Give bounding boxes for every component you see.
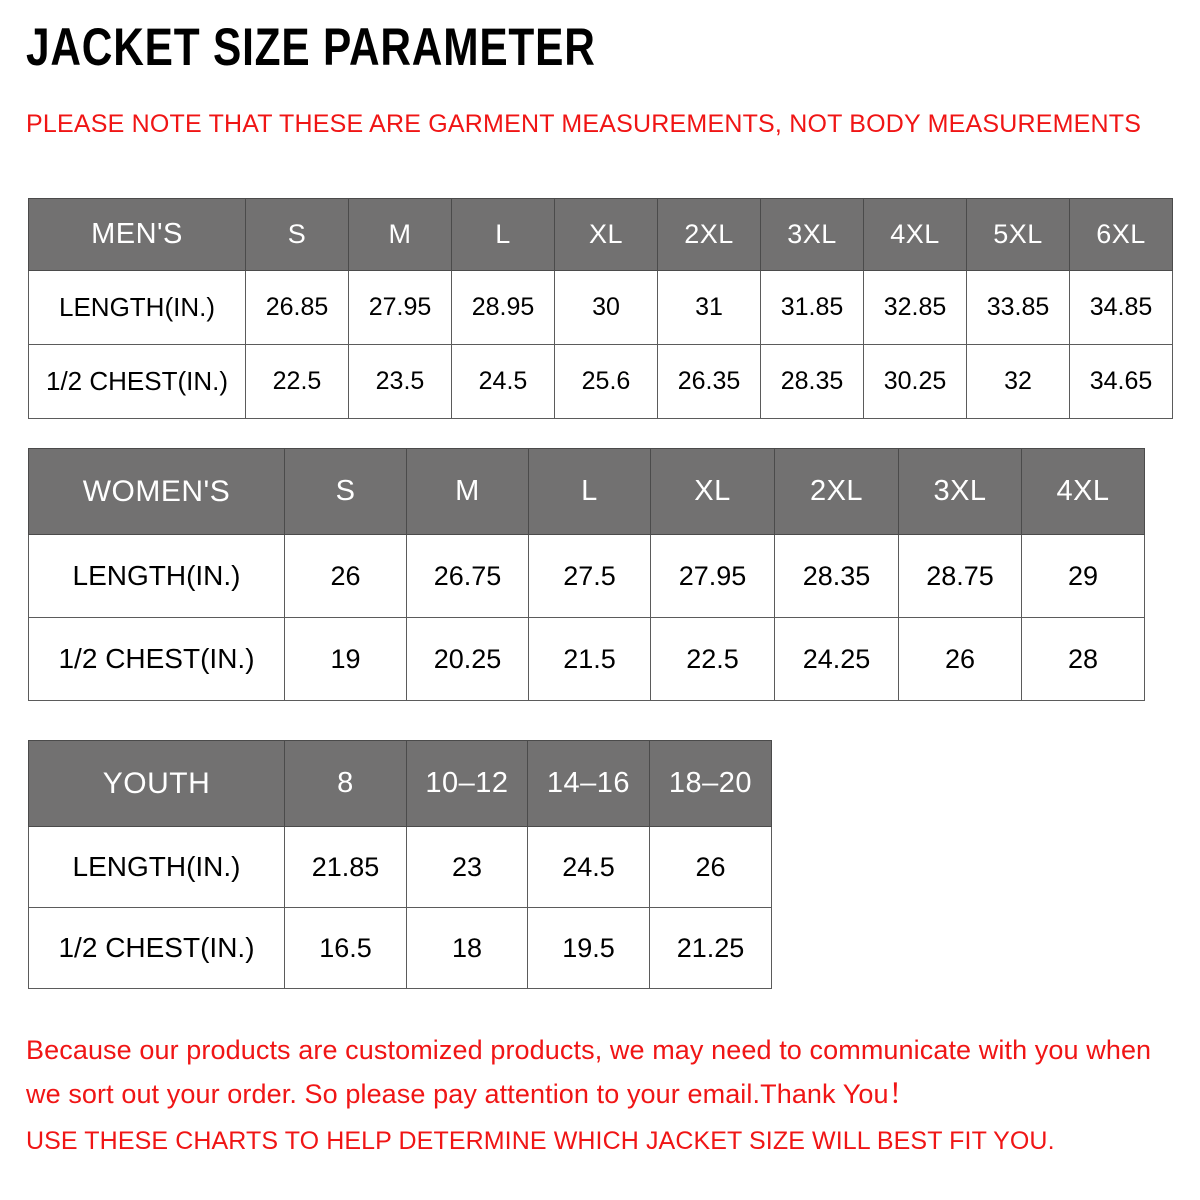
youth-size-header-18-20: 18–20 — [649, 740, 772, 827]
womens-length-label: LENGTH(IN.) — [28, 534, 285, 618]
womens-size-header-2xl: 2XL — [774, 448, 899, 535]
mens-length-3xl: 31.85 — [760, 270, 864, 345]
mens-chest-label: 1/2 CHEST(IN.) — [28, 344, 246, 419]
womens-size-header-m: M — [406, 448, 529, 535]
mens-size-header-4xl: 4XL — [863, 198, 967, 271]
youth-size-header-14-16: 14–16 — [527, 740, 650, 827]
mens-size-header-2xl: 2XL — [657, 198, 761, 271]
womens-length-m: 26.75 — [406, 534, 529, 618]
mens-length-2xl: 31 — [657, 270, 761, 345]
womens-chest-l: 21.5 — [528, 617, 651, 701]
youth-size-header-8: 8 — [284, 740, 407, 827]
mens-corner-label: MEN'S — [28, 198, 246, 271]
womens-chest-xl: 22.5 — [650, 617, 775, 701]
womens-size-header-xl: XL — [650, 448, 775, 535]
mens-chest-4xl: 30.25 — [863, 344, 967, 419]
womens-length-l: 27.5 — [528, 534, 651, 618]
mens-size-header-s: S — [245, 198, 349, 271]
womens-size-header-4xl: 4XL — [1021, 448, 1145, 535]
womens-length-xl: 27.95 — [650, 534, 775, 618]
mens-chest-xl: 25.6 — [554, 344, 658, 419]
table-header-row: MEN'S S M L XL 2XL 3XL 4XL 5XL 6XL — [28, 198, 1173, 271]
mens-length-xl: 30 — [554, 270, 658, 345]
womens-length-4xl: 29 — [1021, 534, 1145, 618]
womens-size-header-s: S — [284, 448, 407, 535]
mens-length-m: 27.95 — [348, 270, 452, 345]
womens-chest-m: 20.25 — [406, 617, 529, 701]
youth-chest-18-20: 21.25 — [649, 907, 772, 989]
mens-chest-2xl: 26.35 — [657, 344, 761, 419]
womens-chest-4xl: 28 — [1021, 617, 1145, 701]
table-header-row: YOUTH 8 10–12 14–16 18–20 — [28, 740, 772, 827]
youth-length-14-16: 24.5 — [527, 826, 650, 908]
table-row: 1/2 CHEST(IN.) 22.5 23.5 24.5 25.6 26.35… — [28, 344, 1173, 419]
mens-length-l: 28.95 — [451, 270, 555, 345]
mens-length-6xl: 34.85 — [1069, 270, 1173, 345]
mens-size-header-3xl: 3XL — [760, 198, 864, 271]
youth-length-18-20: 26 — [649, 826, 772, 908]
table-row: 1/2 CHEST(IN.) 16.5 18 19.5 21.25 — [28, 907, 772, 989]
youth-size-header-10-12: 10–12 — [406, 740, 528, 827]
mens-length-4xl: 32.85 — [863, 270, 967, 345]
mens-chest-s: 22.5 — [245, 344, 349, 419]
womens-size-header-3xl: 3XL — [898, 448, 1022, 535]
womens-chest-3xl: 26 — [898, 617, 1022, 701]
youth-corner-label: YOUTH — [28, 740, 285, 827]
womens-chest-label: 1/2 CHEST(IN.) — [28, 617, 285, 701]
youth-length-label: LENGTH(IN.) — [28, 826, 285, 908]
table-header-row: WOMEN'S S M L XL 2XL 3XL 4XL — [28, 448, 1145, 535]
mens-size-header-5xl: 5XL — [966, 198, 1070, 271]
womens-chest-s: 19 — [284, 617, 407, 701]
womens-size-table: WOMEN'S S M L XL 2XL 3XL 4XL LENGTH(IN.)… — [28, 448, 1145, 701]
youth-chest-14-16: 19.5 — [527, 907, 650, 989]
youth-length-10-12: 23 — [406, 826, 528, 908]
garment-measurement-notice: PLEASE NOTE THAT THESE ARE GARMENT MEASU… — [26, 110, 1142, 138]
page-title: JACKET SIZE PARAMETER — [26, 18, 596, 77]
womens-corner-label: WOMEN'S — [28, 448, 285, 535]
womens-chest-2xl: 24.25 — [774, 617, 899, 701]
table-row: LENGTH(IN.) 21.85 23 24.5 26 — [28, 826, 772, 908]
mens-size-header-m: M — [348, 198, 452, 271]
mens-size-header-6xl: 6XL — [1069, 198, 1173, 271]
youth-chest-10-12: 18 — [406, 907, 528, 989]
womens-size-header-l: L — [528, 448, 651, 535]
youth-chest-label: 1/2 CHEST(IN.) — [28, 907, 285, 989]
womens-length-s: 26 — [284, 534, 407, 618]
customization-note: Because our products are customized prod… — [26, 1035, 1152, 1109]
chart-usage-note: USE THESE CHARTS TO HELP DETERMINE WHICH… — [26, 1127, 1055, 1155]
mens-chest-5xl: 32 — [966, 344, 1070, 419]
table-row: LENGTH(IN.) 26.85 27.95 28.95 30 31 31.8… — [28, 270, 1173, 345]
mens-size-table: MEN'S S M L XL 2XL 3XL 4XL 5XL 6XL LENGT… — [28, 198, 1173, 419]
mens-length-label: LENGTH(IN.) — [28, 270, 246, 345]
youth-length-8: 21.85 — [284, 826, 407, 908]
youth-size-table: YOUTH 8 10–12 14–16 18–20 LENGTH(IN.) 21… — [28, 740, 772, 989]
mens-size-header-xl: XL — [554, 198, 658, 271]
mens-chest-3xl: 28.35 — [760, 344, 864, 419]
youth-chest-8: 16.5 — [284, 907, 407, 989]
womens-length-2xl: 28.35 — [774, 534, 899, 618]
mens-chest-m: 23.5 — [348, 344, 452, 419]
mens-chest-6xl: 34.65 — [1069, 344, 1173, 419]
mens-length-5xl: 33.85 — [966, 270, 1070, 345]
womens-length-3xl: 28.75 — [898, 534, 1022, 618]
table-row: LENGTH(IN.) 26 26.75 27.5 27.95 28.35 28… — [28, 534, 1145, 618]
mens-chest-l: 24.5 — [451, 344, 555, 419]
table-row: 1/2 CHEST(IN.) 19 20.25 21.5 22.5 24.25 … — [28, 617, 1145, 701]
mens-size-header-l: L — [451, 198, 555, 271]
mens-length-s: 26.85 — [245, 270, 349, 345]
